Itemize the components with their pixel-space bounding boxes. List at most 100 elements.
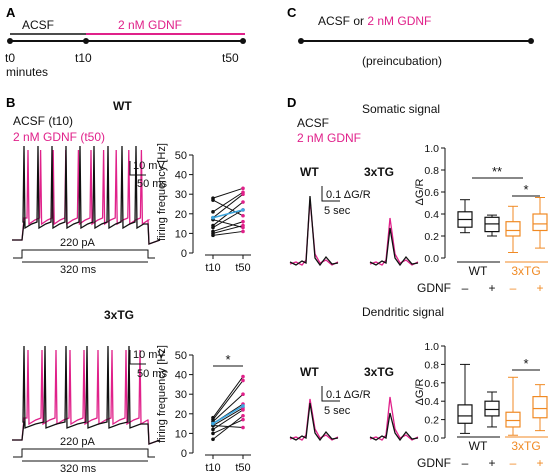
freq-point-t10 xyxy=(211,421,215,426)
panel-b-tg: 3xTG xyxy=(104,308,134,322)
box-y-tick-label: 0.8 xyxy=(424,359,439,371)
somatic-title: Somatic signal xyxy=(362,102,440,116)
freq-x-tick-label: t50 xyxy=(235,462,250,474)
freq-x-tick-label: t10 xyxy=(205,462,220,474)
freq-pair-line xyxy=(212,409,244,430)
freq-y-tick-label: 30 xyxy=(175,189,187,201)
panel-c-start-dot xyxy=(298,38,304,44)
panel-c-sub: (preincubation) xyxy=(362,54,442,68)
panel-b-acsf: ACSF (t10) xyxy=(13,114,73,128)
dendritic-tg-label: 3xTG xyxy=(364,365,394,379)
freq-point-t50 xyxy=(241,374,245,379)
panel-b-gdnf: 2 nM GDNF (t50) xyxy=(13,130,105,144)
freq-y-tick-label: 10 xyxy=(175,428,187,440)
wt-freq-ylabel: firing frequency [Hz] xyxy=(156,143,168,241)
panel-c-end-dot xyxy=(528,38,534,44)
dendritic-title: Dendritic signal xyxy=(362,305,444,319)
box-iqr xyxy=(505,411,521,428)
box-y-tick-label: 1.0 xyxy=(424,341,439,353)
freq-point-t50 xyxy=(241,413,245,418)
dendritic-scale-lines xyxy=(321,386,340,402)
tg-scale-lines xyxy=(129,350,146,365)
wt-current-label: 220 pA xyxy=(60,237,96,249)
freq-pair-line xyxy=(212,187,244,199)
wt-current-step xyxy=(13,249,155,259)
box-iqr xyxy=(505,221,521,237)
freq-y-tick-label: 20 xyxy=(175,409,187,421)
panel-d-gdnf: 2 nM GDNF xyxy=(297,131,361,145)
t0-label: t0 xyxy=(5,51,15,65)
freq-point-t10 xyxy=(211,198,215,202)
box-y-tick-label: 0.0 xyxy=(424,433,439,445)
tg-freq-ylabel: firing frequency [Hz] xyxy=(156,345,168,443)
freq-y-tick-label: 20 xyxy=(175,209,187,221)
freq-pair-line xyxy=(212,376,244,419)
somatic-wt-trace xyxy=(289,195,339,267)
freq-pair-line xyxy=(212,380,244,420)
freq-pair-line xyxy=(212,393,244,423)
somatic-ylabel: ΔG/R xyxy=(414,178,426,205)
box-y-tick-label: 0.4 xyxy=(424,396,439,408)
freq-y-tick-label: 10 xyxy=(175,228,187,240)
freq-pair-line xyxy=(212,230,244,236)
freq-pair-line xyxy=(212,191,244,213)
somatic-sig1: * xyxy=(523,182,528,197)
box-iqr xyxy=(532,213,548,232)
acsf-ca-line xyxy=(289,195,339,267)
tg-current-label: 220 pA xyxy=(60,436,96,448)
gdnf-row-label: GDNF xyxy=(417,456,451,470)
freq-y-tick-label: 0 xyxy=(181,448,187,460)
wt-scale-lines xyxy=(129,161,146,176)
gdnf-sign: – xyxy=(510,281,517,295)
freq-point-t50 xyxy=(241,392,245,397)
freq-point-t50 xyxy=(241,186,245,191)
freq-point-t50 xyxy=(241,408,245,412)
freq-x-tick-label: t50 xyxy=(235,262,250,274)
freq-pair-line xyxy=(212,209,244,228)
panel-c-letter: C xyxy=(287,5,297,20)
panel-b-wt: WT xyxy=(113,99,132,113)
box-iqr xyxy=(457,404,473,424)
tg-frequency-chart: firing frequency [Hz] * 0 10 20 30 40 50 t10 t5… xyxy=(156,345,251,474)
acsf-ca-line xyxy=(289,402,339,442)
freq-y-tick-label: 50 xyxy=(175,150,187,162)
freq-point-t10 xyxy=(211,427,215,432)
somatic-sig2: ** xyxy=(492,164,502,179)
acsf-trace-line xyxy=(12,145,161,245)
panel-b-letter: B xyxy=(6,95,15,110)
gdnf-row-label: GDNF xyxy=(417,281,451,295)
group-label-wt: WT xyxy=(469,264,488,278)
panel-c-acsf: ACSF or xyxy=(318,14,367,28)
t10-label: t10 xyxy=(75,51,92,65)
wt-scale-ms: 50 ms xyxy=(137,178,167,190)
freq-y-tick-label: 50 xyxy=(175,350,187,362)
tg-scale-bar: 10 mV 50 ms xyxy=(129,349,167,380)
freq-point-t10 xyxy=(211,437,215,442)
dendritic-wt-trace xyxy=(289,398,339,442)
somatic-scale-bar: 0.1 ΔG/R 5 sec xyxy=(321,186,371,217)
freq-point-t10 xyxy=(211,233,215,238)
dendritic-sig1: * xyxy=(523,356,528,371)
freq-y-tick-label: 40 xyxy=(175,170,187,182)
dendritic-scale-dg: 0.1 ΔG/R xyxy=(326,389,371,401)
t0-dot xyxy=(7,38,13,44)
freq-pair-line xyxy=(212,419,244,434)
wt-scale-bar: 10 mV 50 ms xyxy=(129,160,167,190)
panel-c-gdnf: 2 nM GDNF xyxy=(367,14,431,28)
freq-point-t50 xyxy=(241,219,245,224)
gdnf-trace-line xyxy=(12,149,161,245)
box-y-tick-label: 0.2 xyxy=(424,231,439,243)
tg-scale-ms: 50 ms xyxy=(137,368,167,380)
panel-d-letter: D xyxy=(287,95,296,110)
tg-current-step xyxy=(13,448,155,458)
somatic-tg-trace xyxy=(369,217,419,267)
gdnf-trace-line xyxy=(12,349,161,445)
freq-mean-line xyxy=(212,405,244,425)
dendritic-wt-label: WT xyxy=(300,365,319,379)
freq-point-t50 xyxy=(241,208,245,212)
wt-scale-mv: 10 mV xyxy=(133,160,165,172)
gdnf-sign: – xyxy=(462,456,469,470)
freq-point-t10 xyxy=(211,210,215,214)
